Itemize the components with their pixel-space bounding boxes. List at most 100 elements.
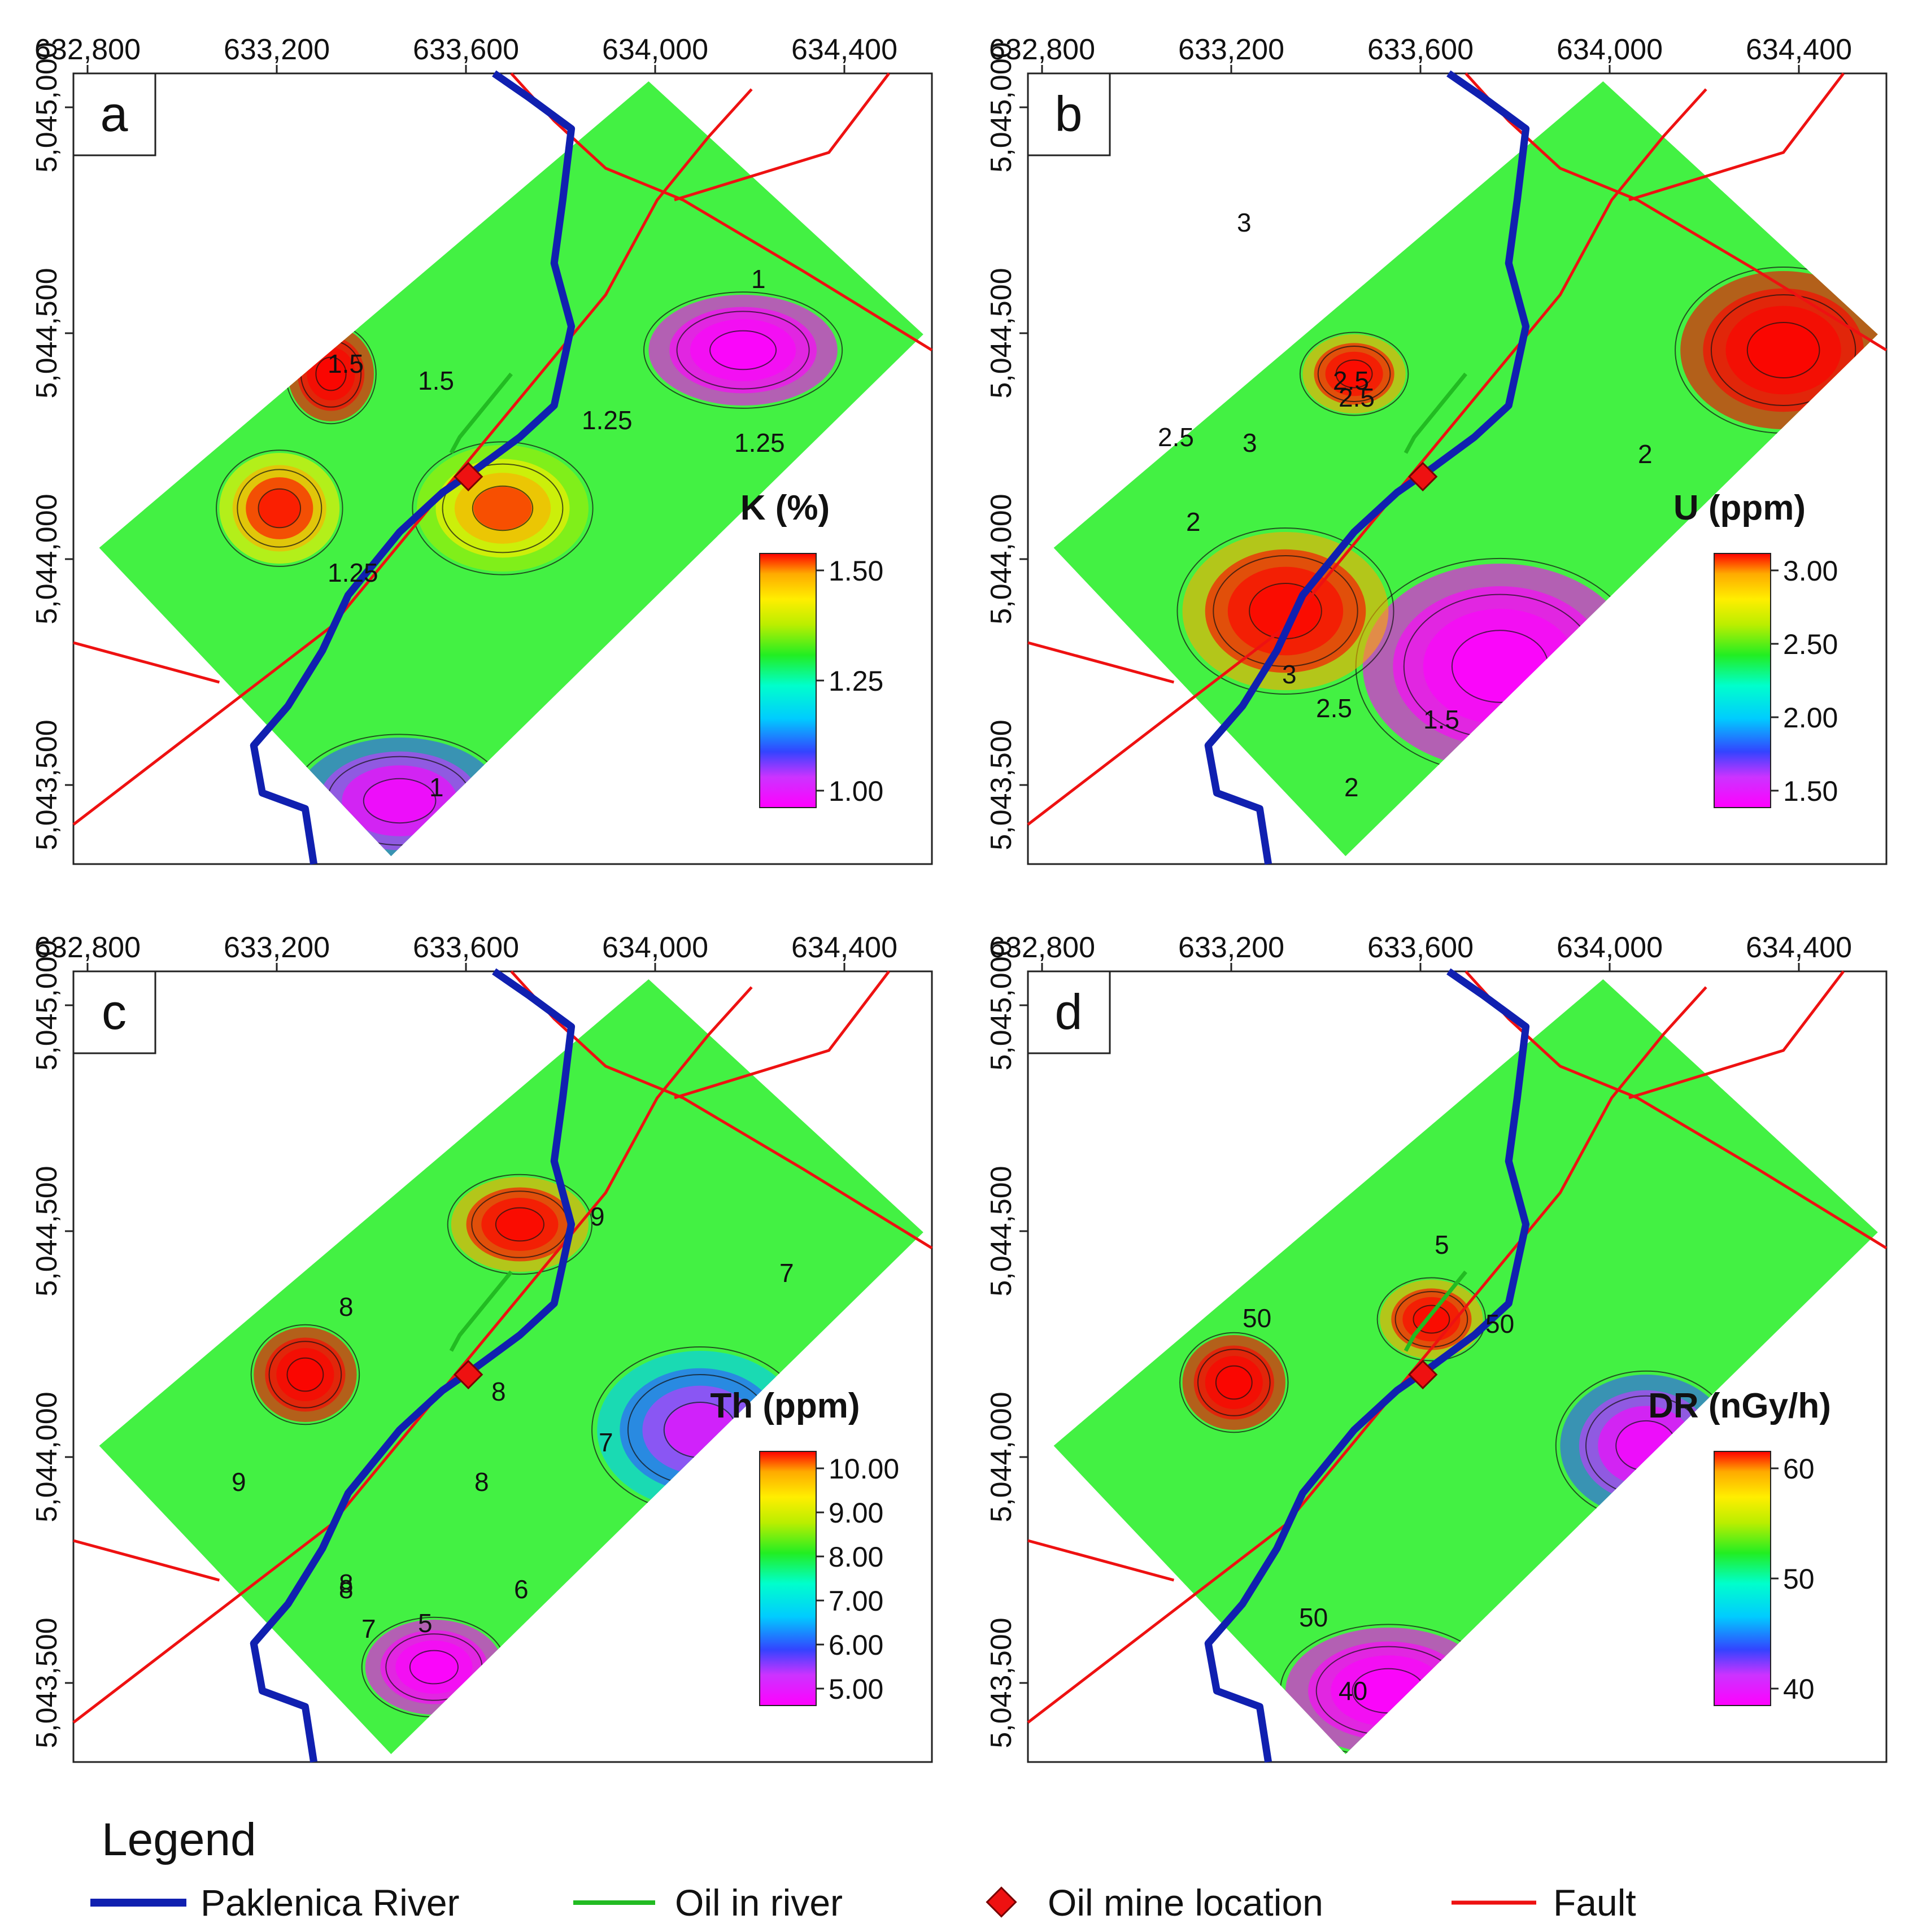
contour-line (442, 463, 564, 553)
oil-mine-marker (454, 1359, 483, 1390)
legend-title: Legend (102, 1814, 256, 1865)
y-tick-label: 5,043,500 (30, 1617, 63, 1748)
anomaly-ring (473, 486, 532, 530)
oil-in-river-line (449, 1270, 513, 1352)
contour-label: 8 (339, 1292, 354, 1322)
fault-line (1628, 970, 1845, 1100)
y-tick-label: 5,045,000 (985, 42, 1018, 172)
colorbar-tick-label: 7.00 (829, 1585, 883, 1617)
contour-label: 2.5 (1158, 422, 1194, 452)
oil-mine-marker (1408, 1359, 1438, 1390)
x-tick-label: 633,600 (1367, 33, 1474, 66)
colorbar-tick-label: 6.00 (829, 1629, 883, 1661)
contour-line (447, 1174, 593, 1275)
contour-label: 9 (590, 1202, 605, 1231)
x-tick-label: 632,800 (989, 33, 1095, 66)
colorbar-title: K (%) (740, 489, 830, 527)
contour-line (676, 311, 810, 390)
contour-label: 3 (1237, 208, 1252, 237)
fault-line (72, 88, 753, 826)
contour-label: 1.5 (418, 366, 454, 395)
colorbar (759, 553, 817, 808)
colorbar-tick-label: 10.00 (829, 1453, 899, 1485)
y-tick-label: 5,044,500 (985, 268, 1018, 398)
fault-line (1628, 72, 1845, 202)
contour-label: 1.25 (328, 558, 378, 587)
contour-label: 8 (474, 1467, 489, 1497)
x-tick-label: 632,800 (989, 931, 1095, 964)
y-tick-label: 5,044,000 (30, 1392, 63, 1522)
contour-label: 5 (418, 1608, 433, 1638)
y-tick-label: 5,044,000 (985, 1392, 1018, 1522)
colorbar (1714, 553, 1771, 808)
contour-label: 8 (339, 1575, 354, 1604)
contour-label: 2.5 (1333, 366, 1369, 395)
contour-line (409, 1650, 459, 1685)
y-tick-label: 5,044,500 (30, 1166, 63, 1296)
contour-label: 50 (1299, 1603, 1328, 1632)
y-tick-label: 5,044,500 (985, 1166, 1018, 1296)
contour-label: 7 (779, 1258, 794, 1288)
fault-line (674, 970, 890, 1100)
colorbar-title: DR (nGy/h) (1648, 1386, 1831, 1425)
colorbar-tick-label: 1.25 (829, 665, 883, 697)
x-tick-label: 634,400 (791, 33, 897, 66)
contour-line (1179, 1332, 1289, 1433)
contour-label: 1 (751, 264, 766, 294)
panel-letter-box (72, 72, 156, 156)
y-tick-label: 5,044,000 (985, 494, 1018, 624)
legend-oil-label: Oil in river (675, 1882, 843, 1924)
colorbar-tick-label: 2.50 (1783, 629, 1838, 660)
panel-d: d 632,800 633,200 633,600 634,000 634,400 5,04… (985, 931, 1888, 1763)
anomaly-ring (1748, 323, 1819, 377)
colorbar-tick-label: 8.00 (829, 1541, 883, 1573)
contour-line (1197, 1349, 1271, 1416)
contour-label: 8 (491, 1377, 506, 1406)
colorbar-tick-label: 1.00 (829, 775, 883, 807)
panel-c: c 632,800 633,200 633,600 634,000 634,400 5,04… (30, 931, 933, 1763)
anomaly-ring (496, 1208, 543, 1241)
colorbar-tick-label: 50 (1783, 1563, 1815, 1595)
y-tick-label: 5,045,000 (985, 940, 1018, 1070)
contour-line (709, 330, 777, 370)
contour-label: 2.5 (1339, 383, 1375, 412)
fault-line (73, 1539, 220, 1582)
panel-letter: d (1055, 984, 1083, 1040)
survey-region (99, 979, 923, 1754)
colorbar-tick-label: 3.00 (1783, 555, 1838, 587)
contour-label: 7 (361, 1614, 376, 1643)
contour-line (286, 1357, 324, 1392)
contour-line (1215, 1365, 1253, 1400)
fault-line (1027, 641, 1175, 684)
contour-line (472, 485, 534, 531)
contour-label: 1.5 (328, 349, 364, 378)
y-tick-label: 5,044,500 (30, 268, 63, 398)
contour-label: 5 (1435, 1230, 1449, 1259)
x-tick-label: 633,200 (1178, 931, 1284, 964)
contour-line (1317, 346, 1391, 402)
panel-letter-box (1027, 970, 1111, 1054)
oil-in-river-line (1404, 1270, 1467, 1352)
contour-line (216, 450, 343, 567)
x-tick-label: 632,800 (34, 33, 141, 66)
anomaly-ring (711, 331, 775, 369)
panel-letter-box (72, 970, 156, 1054)
contour-line (315, 356, 347, 391)
contour-label: 6 (514, 1575, 529, 1604)
anomaly-ring (287, 1358, 323, 1391)
x-tick-label: 634,000 (1557, 33, 1663, 66)
fault-line (1027, 88, 1707, 826)
contour-label: 1.5 (1423, 705, 1459, 734)
x-tick-label: 634,400 (1746, 33, 1852, 66)
contour-label: 2 (1638, 439, 1653, 469)
y-tick-label: 5,043,500 (985, 719, 1018, 850)
colorbar-tick-label: 40 (1783, 1673, 1815, 1705)
x-tick-label: 632,800 (34, 931, 141, 964)
x-tick-label: 633,600 (413, 931, 519, 964)
colorbar-title: U (ppm) (1673, 489, 1806, 527)
contour-label: 50 (1243, 1303, 1271, 1333)
contour-label: 3 (1282, 660, 1297, 689)
x-tick-label: 634,000 (602, 931, 708, 964)
colorbar (1714, 1451, 1771, 1706)
contour-line (1710, 294, 1856, 406)
